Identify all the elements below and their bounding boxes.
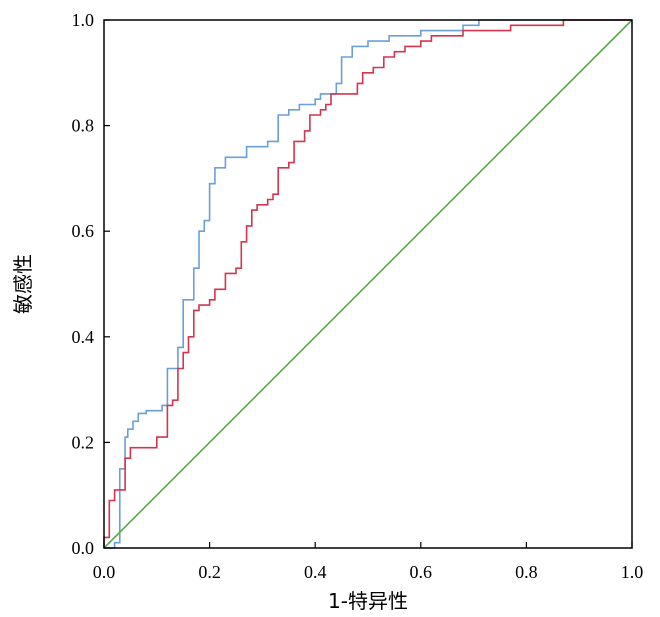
x-axis-title: 1-特异性 (328, 589, 408, 613)
roc-series-1-line (104, 19, 632, 549)
plot-area (103, 19, 633, 549)
y-tick-label: 0.2 (72, 432, 95, 452)
plot-frame (103, 19, 633, 549)
x-tick-label: 0.4 (304, 562, 327, 582)
y-axis-title: 敏感性 (11, 254, 35, 314)
y-tick-label: 1.0 (72, 10, 95, 30)
x-tick-label: 0.8 (515, 562, 538, 582)
roc-series-2-line (103, 19, 632, 548)
roc-series-3-line (103, 19, 633, 549)
y-axis-ticks: 0.0 0.2 0.4 0.6 0.8 1.0 (72, 10, 110, 558)
y-tick-label: 0.8 (72, 116, 95, 136)
y-tick-label: 0.0 (72, 538, 95, 558)
x-tick-label: 0.0 (93, 562, 116, 582)
x-tick-label: 1.0 (621, 562, 644, 582)
x-tick-label: 0.6 (410, 562, 433, 582)
x-tick-label: 0.2 (198, 562, 221, 582)
x-axis-ticks: 0.0 0.2 0.4 0.6 0.8 1.0 (93, 542, 644, 582)
y-tick-label: 0.6 (72, 221, 95, 241)
y-tick-label: 0.4 (72, 327, 95, 347)
